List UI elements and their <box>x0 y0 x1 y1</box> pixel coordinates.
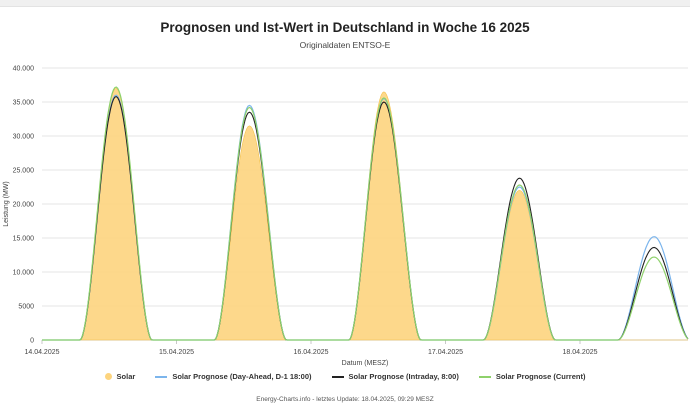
y-tick-label: 35.000 <box>13 100 35 107</box>
x-axis-title: Datum (MESZ) <box>342 360 389 367</box>
y-axis-title: Leistung (MW) <box>3 181 10 227</box>
series-group <box>42 86 689 341</box>
y-tick-labels: 0 5000 10.000 15.000 20.000 25.000 30.000 35.00… <box>13 66 35 345</box>
legend-swatch-intraday <box>331 375 344 378</box>
x-tick-label: 18.04.2025 <box>562 349 597 356</box>
y-tick-label: 25.000 <box>13 168 35 175</box>
legend-label-day-ahead: Solar Prognose (Day-Ahead, D-1 18:00) <box>172 372 312 381</box>
x-tick-label: 17.04.2025 <box>428 349 463 356</box>
top-bar <box>0 0 690 7</box>
legend-label-current: Solar Prognose (Current) <box>495 372 586 381</box>
legend-swatch-solar <box>104 373 112 380</box>
y-tick-label: 0 <box>30 338 34 345</box>
x-tick-label: 16.04.2025 <box>293 349 328 356</box>
y-tick-label: 20.000 <box>13 202 35 209</box>
legend-swatch-current <box>478 375 491 378</box>
series-area-solar <box>42 88 688 341</box>
series-line-solar-prognose-current <box>42 86 689 341</box>
legend-label-intraday: Solar Prognose (Intraday, 8:00) <box>348 372 459 381</box>
legend: Solar Solar Prognose (Day-Ahead, D-1 18:… <box>0 372 690 381</box>
credits-text: Energy-Charts.info - letztes Update: 18.… <box>256 396 434 403</box>
chart-title: Prognosen und Ist-Wert in Deutschland in… <box>160 20 530 35</box>
legend-item-intraday[interactable]: Solar Prognose (Intraday, 8:00) <box>331 372 459 381</box>
x-tick-labels: 14.04.2025 15.04.2025 16.04.2025 17.04.2025… <box>24 340 598 356</box>
y-tick-label: 10.000 <box>13 270 35 277</box>
chart-subtitle: Originaldaten ENTSO-E <box>299 40 391 50</box>
legend-label-solar: Solar <box>116 372 136 381</box>
y-tick-label: 5000 <box>18 304 34 311</box>
legend-swatch-day-ahead <box>155 375 168 378</box>
x-tick-label: 14.04.2025 <box>24 349 59 356</box>
x-tick-label: 15.04.2025 <box>159 349 194 356</box>
y-tick-label: 40.000 <box>13 66 35 73</box>
legend-item-solar[interactable]: Solar <box>104 372 136 381</box>
y-tick-label: 30.000 <box>13 134 35 141</box>
legend-item-day-ahead[interactable]: Solar Prognose (Day-Ahead, D-1 18:00) <box>155 372 312 381</box>
legend-item-current[interactable]: Solar Prognose (Current) <box>478 372 586 381</box>
y-tick-label: 15.000 <box>13 236 35 243</box>
